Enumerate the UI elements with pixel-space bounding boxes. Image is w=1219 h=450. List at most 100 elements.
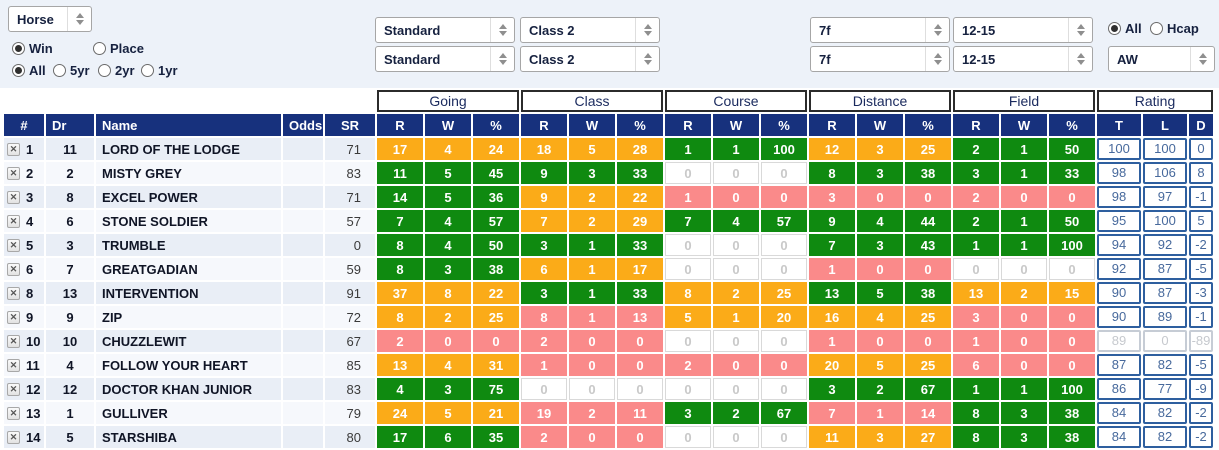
horse-name-cell: LORD OF THE LODGE xyxy=(96,138,281,160)
col-header-class-r[interactable]: R xyxy=(521,114,567,136)
col-header-num[interactable]: # xyxy=(4,114,44,136)
course-stat-cell: 0 xyxy=(761,354,807,376)
col-header-rating-d[interactable]: D xyxy=(1189,114,1213,136)
col-header-class-pct[interactable]: % xyxy=(617,114,663,136)
col-header-name[interactable]: Name xyxy=(96,114,281,136)
col-header-class-w[interactable]: W xyxy=(569,114,615,136)
entity-select-value: Horse xyxy=(17,11,54,27)
col-header-field-r[interactable]: R xyxy=(953,114,999,136)
col-header-going-pct[interactable]: % xyxy=(473,114,519,136)
course-stat-cell: 0 xyxy=(713,426,759,448)
row-number: 4 xyxy=(26,213,34,229)
class-stat-cell: 8 xyxy=(521,306,567,328)
col-header-course-pct[interactable]: % xyxy=(761,114,807,136)
col-header-course-w[interactable]: W xyxy=(713,114,759,136)
draw-cell: 2 xyxy=(46,162,94,184)
course-stat-cell: 0 xyxy=(665,330,711,352)
rating-t-cell: 92 xyxy=(1097,258,1141,280)
col-header-distance-pct[interactable]: % xyxy=(905,114,951,136)
distance-stat-cell: 1 xyxy=(809,330,855,352)
radio-age-1yr[interactable]: 1yr xyxy=(141,63,178,78)
chevron-updown-icon xyxy=(925,47,949,71)
radio-age-2yr[interactable]: 2yr xyxy=(98,63,135,78)
field-stat-cell: 50 xyxy=(1049,210,1095,232)
course-stat-cell: 25 xyxy=(761,282,807,304)
rating-d-value: -1 xyxy=(1189,186,1213,208)
remove-row-icon[interactable]: ✕ xyxy=(7,214,20,228)
going-stat-cell: 17 xyxy=(377,426,423,448)
rating-d-cell: -2 xyxy=(1189,234,1213,256)
group-header-row: Going Class Course Distance Field Rating xyxy=(4,90,1213,112)
distance-select-bottom[interactable]: 7f xyxy=(810,46,950,72)
remove-row-icon[interactable]: ✕ xyxy=(7,286,20,300)
col-header-distance-w[interactable]: W xyxy=(857,114,903,136)
course-stat-cell: 67 xyxy=(761,402,807,424)
course-stat-cell: 5 xyxy=(665,306,711,328)
going-select-bottom[interactable]: Standard xyxy=(375,46,515,72)
table-head: Going Class Course Distance Field Rating # Dr N… xyxy=(4,90,1213,136)
distance-select-top[interactable]: 7f xyxy=(810,17,950,43)
col-header-odds[interactable]: Odds xyxy=(283,114,323,136)
row-number-cell: ✕ 8 xyxy=(4,282,44,304)
odds-cell xyxy=(283,426,323,448)
going-stat-cell: 8 xyxy=(377,306,423,328)
remove-row-icon[interactable]: ✕ xyxy=(7,166,20,180)
group-header-cell: Class xyxy=(521,90,663,112)
col-header-going-r[interactable]: R xyxy=(377,114,423,136)
course-stat-cell: 0 xyxy=(713,162,759,184)
going-stat-cell: 57 xyxy=(473,210,519,232)
field-stat-cell: 1 xyxy=(1001,378,1047,400)
col-header-dr[interactable]: Dr xyxy=(46,114,94,136)
class-stat-cell: 33 xyxy=(617,162,663,184)
going-stat-cell: 24 xyxy=(377,402,423,424)
radio-racetype-all[interactable]: All xyxy=(1108,21,1142,36)
going-stat-cell: 5 xyxy=(425,186,471,208)
remove-row-icon[interactable]: ✕ xyxy=(7,142,20,156)
radio-racetype-hcap[interactable]: Hcap xyxy=(1150,21,1199,36)
entity-select[interactable]: Horse xyxy=(8,6,92,32)
remove-row-icon[interactable]: ✕ xyxy=(7,358,20,372)
surface-select[interactable]: AW xyxy=(1108,46,1215,72)
radio-win[interactable]: Win xyxy=(12,41,53,56)
col-header-rating-t[interactable]: T xyxy=(1097,114,1141,136)
remove-row-icon[interactable]: ✕ xyxy=(7,430,20,444)
col-header-going-w[interactable]: W xyxy=(425,114,471,136)
radio-age-5yr[interactable]: 5yr xyxy=(53,63,90,78)
field-stat-cell: 0 xyxy=(1001,354,1047,376)
class-stat-cell: 1 xyxy=(569,234,615,256)
remove-row-icon[interactable]: ✕ xyxy=(7,406,20,420)
course-stat-cell: 2 xyxy=(713,402,759,424)
odds-cell xyxy=(283,258,323,280)
remove-row-icon[interactable]: ✕ xyxy=(7,382,20,396)
remove-row-icon[interactable]: ✕ xyxy=(7,238,20,252)
course-stat-cell: 0 xyxy=(761,258,807,280)
rating-d-value: 8 xyxy=(1189,162,1213,184)
going-select-top[interactable]: Standard xyxy=(375,17,515,43)
class-select-top[interactable]: Class 2 xyxy=(520,17,660,43)
col-header-distance-r[interactable]: R xyxy=(809,114,855,136)
radio-place[interactable]: Place xyxy=(93,41,144,56)
rating-t-value: 84 xyxy=(1097,426,1141,448)
remove-row-icon[interactable]: ✕ xyxy=(7,262,20,276)
remove-row-icon[interactable]: ✕ xyxy=(7,190,20,204)
col-header-field-w[interactable]: W xyxy=(1001,114,1047,136)
class-select-bottom[interactable]: Class 2 xyxy=(520,46,660,72)
field-select-top[interactable]: 12-15 xyxy=(953,17,1093,43)
field-stat-cell: 8 xyxy=(953,402,999,424)
odds-cell xyxy=(283,282,323,304)
radio-age-all[interactable]: All xyxy=(12,63,46,78)
course-stat-cell: 0 xyxy=(761,330,807,352)
field-select-bottom[interactable]: 12-15 xyxy=(953,46,1093,72)
speed-rating-cell: 0 xyxy=(325,234,375,256)
col-header-rating-l[interactable]: L xyxy=(1143,114,1187,136)
remove-row-icon[interactable]: ✕ xyxy=(7,334,20,348)
rating-d-value: -2 xyxy=(1189,426,1213,448)
col-header-sr[interactable]: SR xyxy=(325,114,375,136)
col-header-field-pct[interactable]: % xyxy=(1049,114,1095,136)
distance-stat-cell: 25 xyxy=(905,138,951,160)
group-header-rating: Rating xyxy=(1097,90,1213,112)
going-stat-cell: 4 xyxy=(425,210,471,232)
remove-row-icon[interactable]: ✕ xyxy=(7,310,20,324)
going-stat-cell: 7 xyxy=(377,210,423,232)
col-header-course-r[interactable]: R xyxy=(665,114,711,136)
